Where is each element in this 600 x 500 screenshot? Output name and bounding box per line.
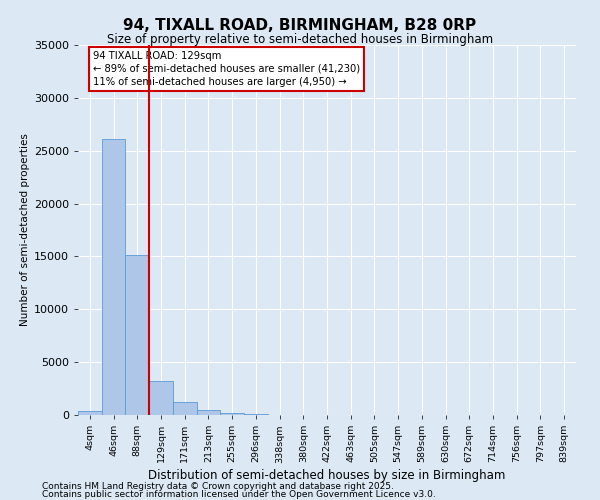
Bar xyxy=(244,414,268,415)
Bar xyxy=(220,413,244,415)
Y-axis label: Number of semi-detached properties: Number of semi-detached properties xyxy=(20,134,29,326)
Bar xyxy=(102,139,125,415)
Text: Contains public sector information licensed under the Open Government Licence v3: Contains public sector information licen… xyxy=(42,490,436,499)
Bar xyxy=(197,410,220,415)
Text: 94 TIXALL ROAD: 129sqm
← 89% of semi-detached houses are smaller (41,230)
11% of: 94 TIXALL ROAD: 129sqm ← 89% of semi-det… xyxy=(93,50,360,87)
Text: Contains HM Land Registry data © Crown copyright and database right 2025.: Contains HM Land Registry data © Crown c… xyxy=(42,482,394,491)
Text: Size of property relative to semi-detached houses in Birmingham: Size of property relative to semi-detach… xyxy=(107,32,493,46)
X-axis label: Distribution of semi-detached houses by size in Birmingham: Distribution of semi-detached houses by … xyxy=(148,470,506,482)
Bar xyxy=(125,256,149,415)
Bar xyxy=(149,381,173,415)
Bar xyxy=(78,411,102,415)
Text: 94, TIXALL ROAD, BIRMINGHAM, B28 0RP: 94, TIXALL ROAD, BIRMINGHAM, B28 0RP xyxy=(124,18,476,32)
Bar xyxy=(173,402,197,415)
